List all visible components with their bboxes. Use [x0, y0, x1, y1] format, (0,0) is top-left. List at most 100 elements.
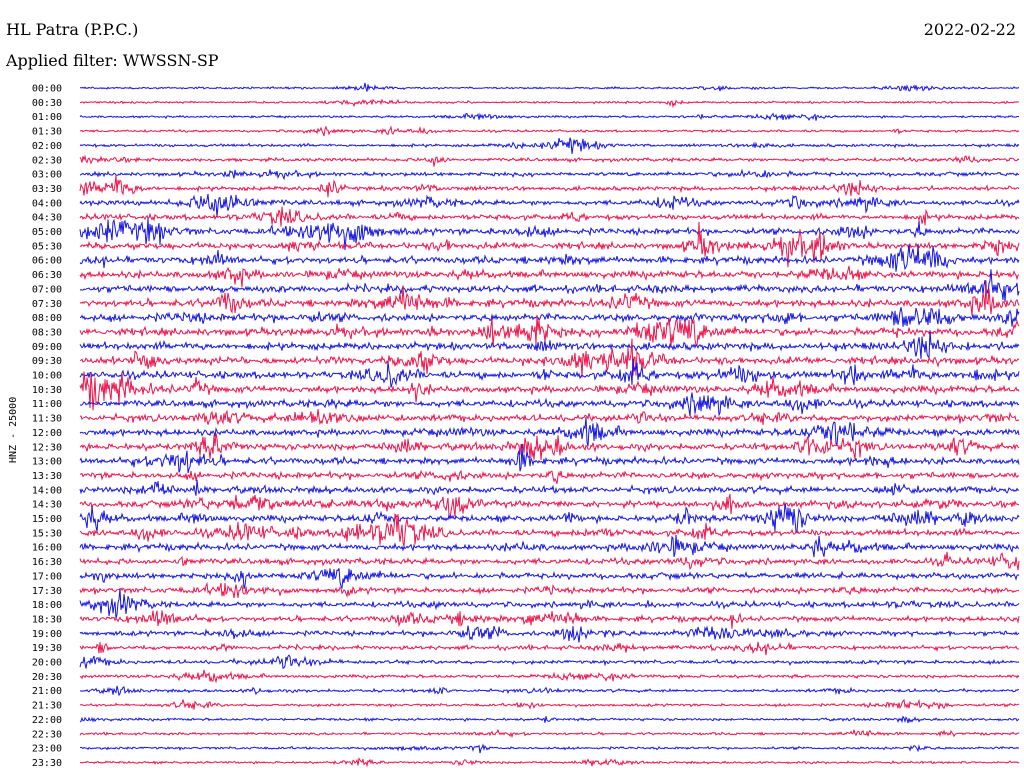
time-label: 08:30 [32, 327, 62, 338]
time-label: 07:30 [32, 299, 62, 310]
seismogram-trace [79, 265, 1020, 288]
time-label: 19:30 [32, 643, 62, 654]
time-label: 16:00 [32, 543, 62, 554]
time-label: 11:30 [32, 414, 62, 425]
seismogram-trace [79, 479, 1020, 496]
time-label: 04:30 [32, 213, 62, 224]
seismogram-trace [79, 715, 1020, 724]
seismogram-trace [79, 221, 1020, 268]
time-label: 03:30 [32, 184, 62, 195]
time-label: 13:30 [32, 471, 62, 482]
seismogram-trace [79, 698, 1020, 710]
seismogram-trace [79, 551, 1020, 571]
time-label: 18:30 [32, 614, 62, 625]
seismogram-trace [79, 137, 1020, 154]
time-label: 05:00 [32, 227, 62, 238]
seismogram-trace [80, 469, 1020, 484]
seismogram-trace [79, 513, 1020, 547]
time-label: 13:00 [32, 457, 62, 468]
seismogram-trace [79, 625, 1020, 643]
date-label: 2022-02-22 [923, 20, 1016, 39]
seismogram-trace [79, 314, 1020, 348]
seismogram-trace [79, 610, 1020, 629]
seismogram-trace [79, 307, 1020, 327]
seismogram-trace [79, 581, 1020, 599]
time-label: 19:00 [32, 629, 62, 640]
time-label: 06:30 [32, 270, 62, 281]
time-label: 02:00 [32, 141, 62, 152]
time-label: 12:30 [32, 442, 62, 453]
time-label: 22:00 [32, 715, 62, 726]
time-label: 05:30 [32, 241, 62, 252]
time-label: 00:30 [32, 98, 62, 109]
seismogram-trace [79, 193, 1020, 218]
channel-axis-label: HNZ - 25000 [8, 397, 19, 463]
seismogram-trace [79, 757, 1020, 768]
time-label: 17:00 [32, 571, 62, 582]
seismogram-trace [79, 443, 1020, 474]
time-label: 17:30 [32, 586, 62, 597]
time-axis-labels: 00:00 00:30 01:00 01:30 02:00 02:30 03:00 03:30… [32, 84, 62, 769]
time-label: 15:00 [32, 514, 62, 525]
seismogram-trace [79, 392, 1020, 417]
seismogram-trace [79, 503, 1020, 533]
seismogram-trace [79, 409, 1020, 426]
seismogram-trace [79, 568, 1020, 590]
time-label: 00:00 [32, 84, 62, 95]
time-label: 23:30 [32, 758, 62, 769]
seismogram-trace [79, 206, 1020, 227]
seismogram-trace [80, 685, 1019, 697]
seismogram-trace [79, 98, 1020, 109]
seismogram-trace [79, 338, 1020, 378]
seismogram-trace [79, 534, 1020, 558]
time-label: 14:30 [32, 500, 62, 511]
time-label: 15:30 [32, 528, 62, 539]
seismogram-trace [79, 154, 1020, 167]
seismogram-trace [79, 269, 1020, 303]
time-label: 04:00 [32, 198, 62, 209]
seismogram-trace [79, 654, 1020, 670]
time-label: 12:00 [32, 428, 62, 439]
seismogram-trace [79, 669, 1020, 684]
seismogram-trace [79, 493, 1019, 519]
station-title: HL Patra (P.P.C.) [6, 20, 139, 39]
seismogram-trace [79, 371, 1020, 411]
time-label: 20:30 [32, 672, 62, 683]
seismogram-trace [79, 175, 1020, 198]
time-label: 16:30 [32, 557, 62, 568]
seismogram-trace [79, 330, 1020, 360]
seismogram-trace [79, 112, 1020, 121]
time-label: 14:00 [32, 485, 62, 496]
seismogram-trace [79, 416, 1020, 447]
seismogram-trace [79, 588, 1020, 619]
time-label: 20:00 [32, 658, 62, 669]
time-label: 21:30 [32, 701, 62, 712]
time-label: 18:00 [32, 600, 62, 611]
seismogram-trace [79, 358, 1020, 388]
seismogram-trace [79, 217, 1020, 251]
time-label: 06:00 [32, 256, 62, 267]
seismogram-trace [79, 433, 1020, 460]
seismogram-trace [79, 244, 1020, 272]
seismogram-trace [79, 728, 1020, 739]
seismogram-trace [79, 743, 1020, 754]
time-label: 09:00 [32, 342, 62, 353]
time-label: 11:00 [32, 399, 62, 410]
time-label: 22:30 [32, 729, 62, 740]
filter-label: Applied filter: WWSSN-SP [6, 51, 219, 70]
time-label: 01:30 [32, 127, 62, 138]
time-label: 21:00 [32, 686, 62, 697]
seismogram-trace [79, 280, 1020, 316]
time-label: 10:30 [32, 385, 62, 396]
seismogram-trace [79, 168, 1020, 181]
seismogram-trace [80, 125, 1020, 137]
time-label: 23:00 [32, 744, 62, 755]
time-label: 02:30 [32, 155, 62, 166]
seismogram-trace [79, 641, 1020, 656]
time-label: 09:30 [32, 356, 62, 367]
seismogram-traces [79, 82, 1020, 768]
time-label: 07:00 [32, 284, 62, 295]
time-label: 08:00 [32, 313, 62, 324]
time-label: 03:00 [32, 170, 62, 181]
